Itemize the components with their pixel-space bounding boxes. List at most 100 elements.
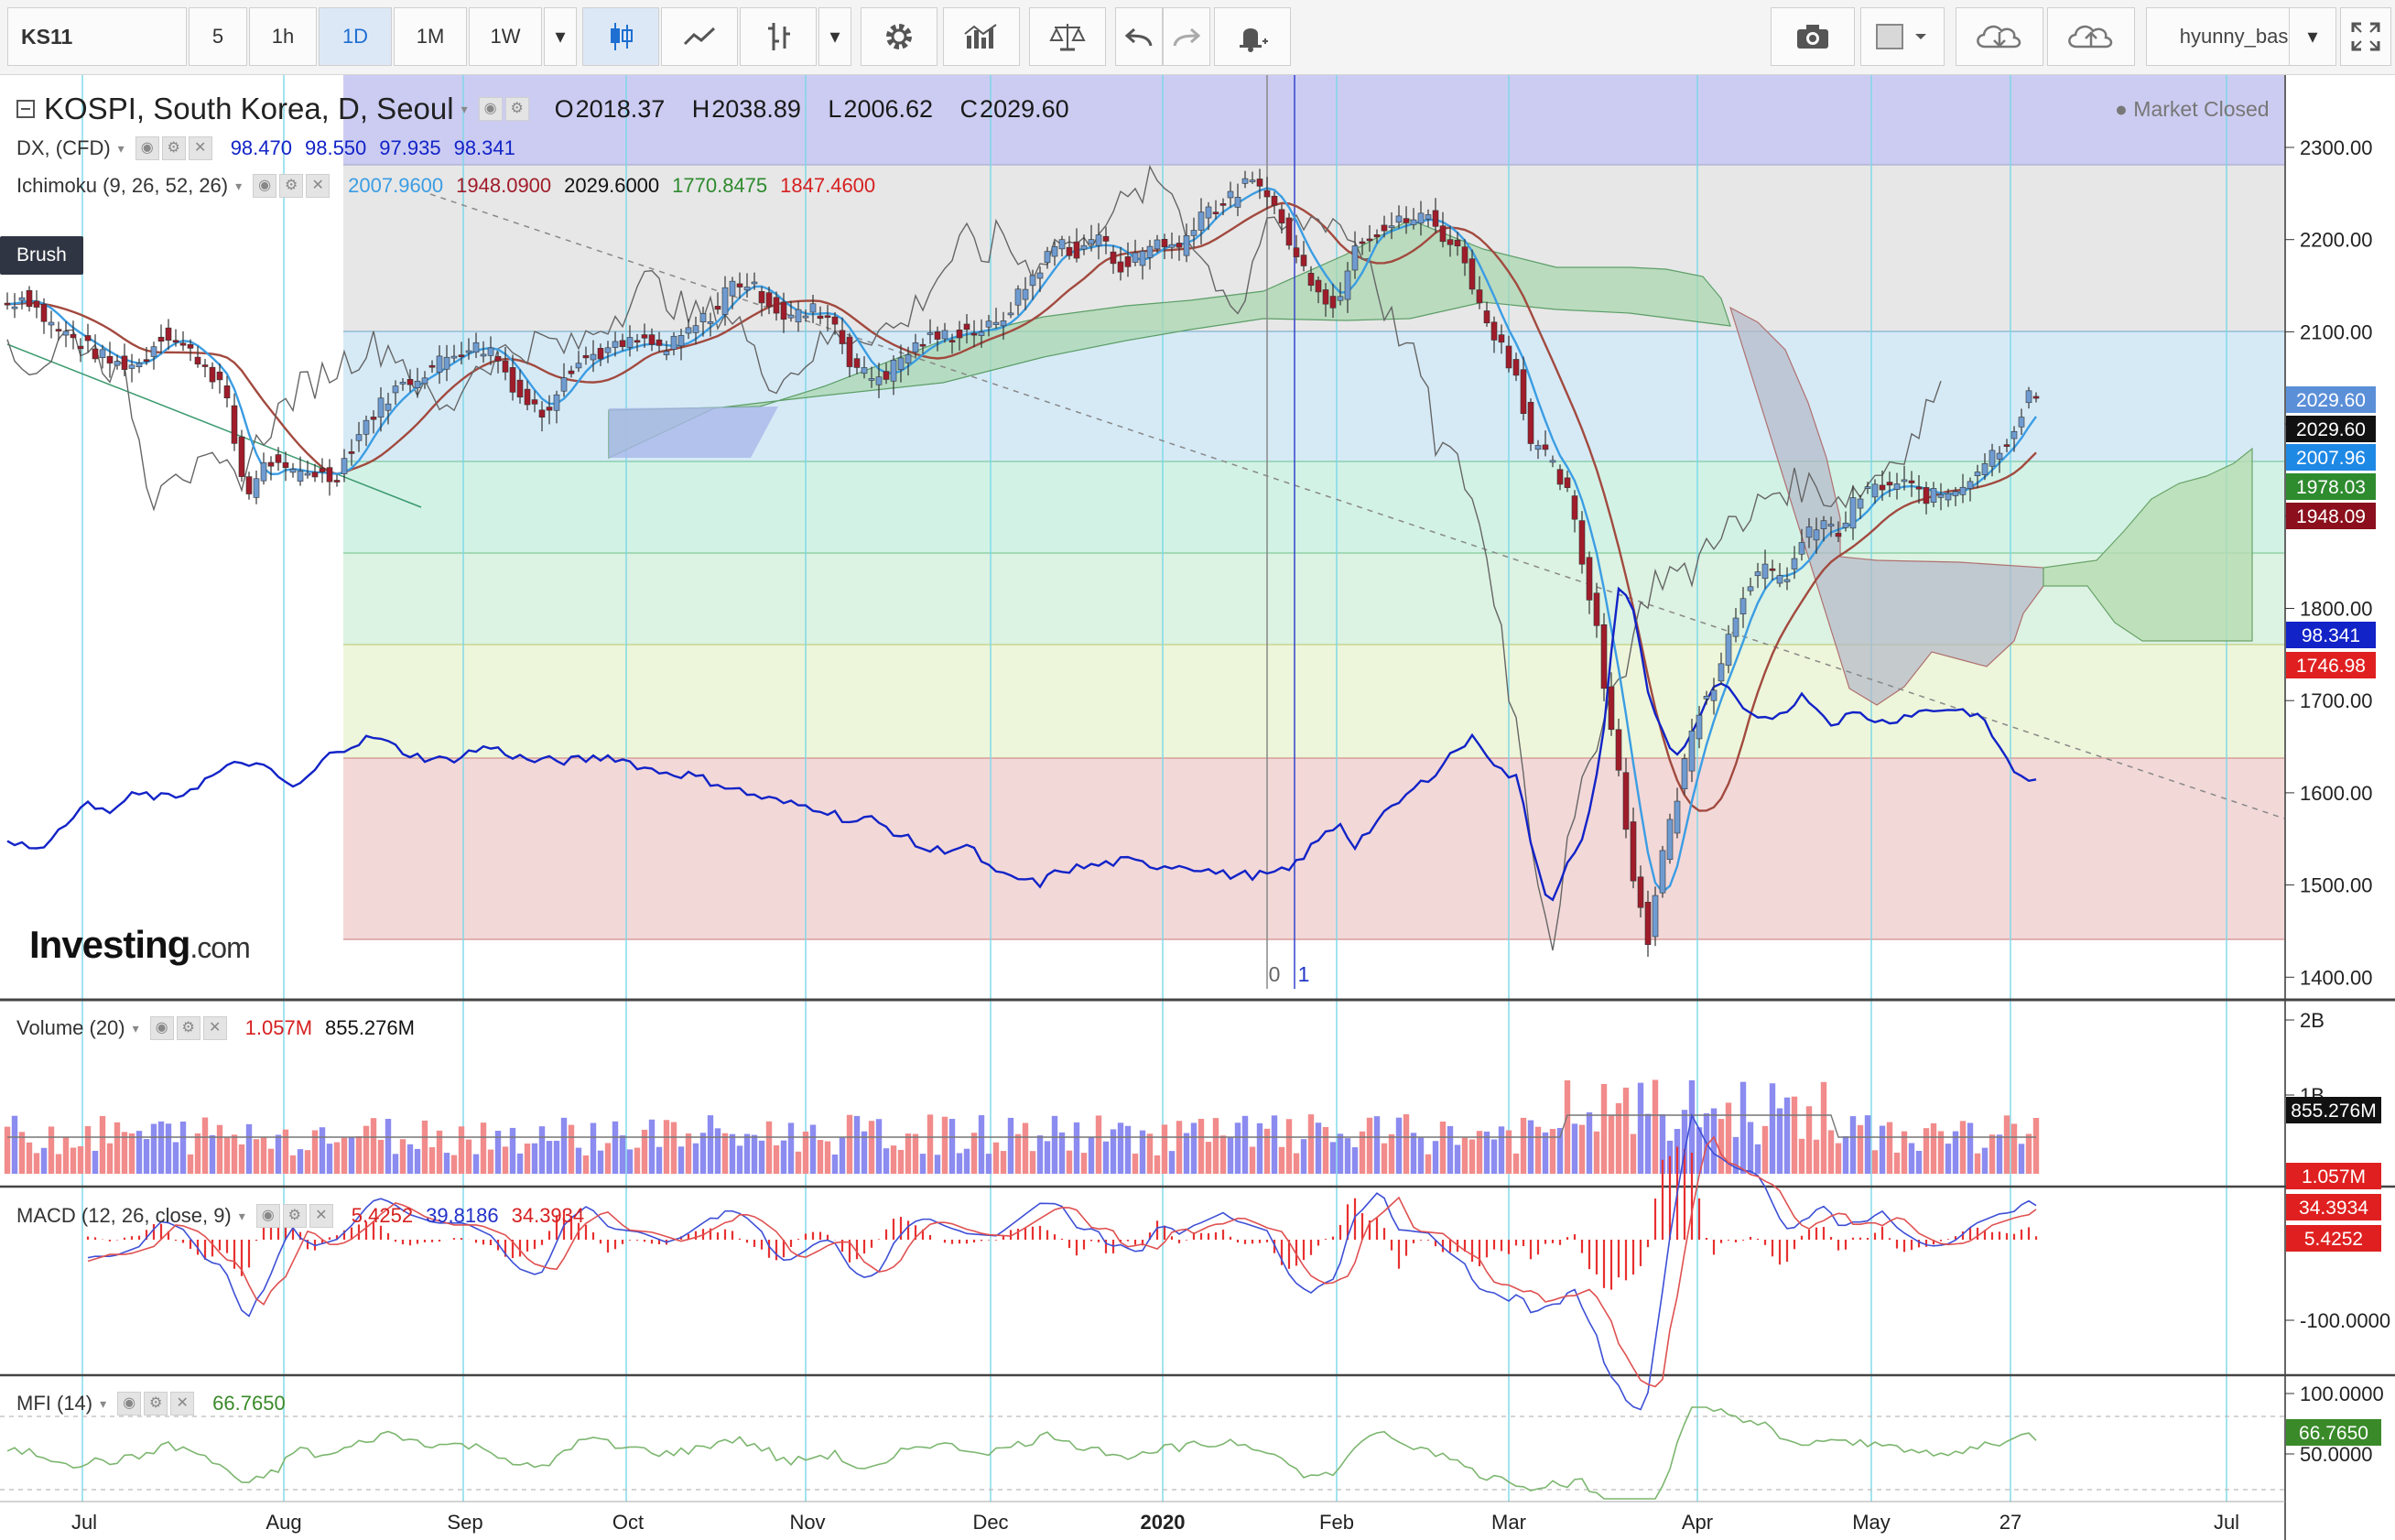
candle-body bbox=[1300, 255, 1307, 266]
chevron-down-icon[interactable]: ▾ bbox=[132, 1020, 139, 1036]
symbol-search-input[interactable]: KS11 bbox=[7, 7, 187, 66]
dx-controls[interactable]: ◉ ⚙ ✕ bbox=[135, 136, 212, 160]
close-icon[interactable]: ✕ bbox=[188, 136, 212, 160]
volume-bar bbox=[714, 1128, 721, 1174]
volume-bar bbox=[758, 1140, 765, 1174]
chevron-down-icon[interactable]: ▾ bbox=[461, 101, 468, 116]
eye-icon[interactable]: ◉ bbox=[117, 1392, 142, 1415]
load-layout-button[interactable] bbox=[1956, 7, 2043, 66]
alert-button[interactable] bbox=[1214, 7, 1291, 66]
volume-bar bbox=[304, 1150, 311, 1174]
fib-band-6 bbox=[343, 645, 2284, 758]
bars-style-button[interactable] bbox=[740, 7, 817, 66]
ichimoku-controls[interactable]: ◉ ⚙ ✕ bbox=[253, 174, 331, 198]
candle-body bbox=[1366, 238, 1373, 242]
volume-bar bbox=[1813, 1139, 1820, 1174]
legend-controls[interactable]: ◉ ⚙ bbox=[478, 97, 529, 121]
settings-button[interactable] bbox=[861, 7, 937, 66]
screenshot-button[interactable] bbox=[1771, 7, 1855, 66]
top-toolbar: KS11 5 1h 1D 1M 1W ▾ ▾ hyunny_ bbox=[0, 0, 2395, 75]
time-tick-label: Apr bbox=[1682, 1511, 1713, 1534]
volume-bar bbox=[1146, 1133, 1154, 1174]
undo-button[interactable] bbox=[1115, 7, 1163, 66]
color-theme-button[interactable] bbox=[1860, 7, 1945, 66]
candle-body bbox=[883, 371, 890, 380]
chevron-down-icon[interactable]: ▾ bbox=[238, 1208, 245, 1223]
chevron-down-icon[interactable]: ▾ bbox=[100, 1395, 107, 1411]
gear-icon[interactable]: ⚙ bbox=[144, 1392, 168, 1415]
volume-bar bbox=[421, 1120, 428, 1174]
eye-icon[interactable]: ◉ bbox=[478, 97, 503, 121]
volume-bar bbox=[1234, 1122, 1241, 1174]
time-axis[interactable]: Jul Aug Sep Oct Nov Dec 2020 Feb Mar Apr May 27 Jul bbox=[71, 1511, 2239, 1534]
candles-style-button[interactable] bbox=[582, 7, 659, 66]
indicators-button[interactable] bbox=[943, 7, 1020, 66]
chevron-down-icon[interactable]: ▾ bbox=[117, 140, 125, 156]
fibonacci-retracement[interactable] bbox=[343, 75, 2284, 940]
eye-icon[interactable]: ◉ bbox=[149, 1016, 174, 1040]
indicators-icon bbox=[964, 24, 997, 49]
compare-button[interactable] bbox=[1029, 7, 1106, 66]
candle-body bbox=[1117, 261, 1124, 273]
interval-1m-button[interactable]: 1M bbox=[394, 7, 467, 66]
volume-bar bbox=[1600, 1083, 1608, 1174]
line-style-button[interactable] bbox=[661, 7, 738, 66]
eye-icon[interactable]: ◉ bbox=[135, 136, 159, 160]
gear-icon[interactable]: ⚙ bbox=[282, 1204, 307, 1228]
save-layout-button[interactable] bbox=[2047, 7, 2135, 66]
gear-icon[interactable]: ⚙ bbox=[279, 174, 304, 198]
candle-body bbox=[1051, 245, 1058, 257]
candle-body bbox=[1783, 579, 1791, 582]
brush-tooltip: Brush bbox=[0, 236, 83, 275]
gear-icon[interactable]: ⚙ bbox=[161, 136, 186, 160]
volume-bar bbox=[172, 1142, 179, 1174]
candle-body bbox=[1542, 444, 1549, 450]
candle-body bbox=[55, 329, 62, 331]
trend-line-green[interactable] bbox=[6, 343, 422, 508]
mfi-value: 66.7650 bbox=[212, 1392, 286, 1415]
interval-1h-button[interactable]: 1h bbox=[249, 7, 317, 66]
candle-body bbox=[1256, 179, 1263, 187]
redo-button[interactable] bbox=[1163, 7, 1210, 66]
volume-ma-line bbox=[7, 1114, 2036, 1138]
volume-legend: Volume (20) ▾ ◉ ⚙ ✕ 1.057M 855.276M bbox=[16, 1016, 415, 1040]
interval-1w-button[interactable]: 1W bbox=[469, 7, 542, 66]
candle-body bbox=[385, 403, 392, 411]
chart-canvas[interactable]: 0 1 2300.002200.002100.002000.001900.001… bbox=[0, 75, 2395, 1540]
volume-price-label-box bbox=[2286, 1163, 2381, 1189]
close-icon[interactable]: ✕ bbox=[170, 1392, 195, 1415]
candle-body bbox=[201, 364, 209, 367]
interval-5-button[interactable]: 5 bbox=[189, 7, 247, 66]
volume-bar bbox=[1285, 1119, 1293, 1174]
interval-1d-button[interactable]: 1D bbox=[319, 7, 392, 66]
close-value: 2029.60 bbox=[980, 94, 1069, 123]
volume-bar bbox=[143, 1139, 150, 1174]
volume-bar bbox=[1439, 1121, 1447, 1174]
volume-bar bbox=[524, 1144, 531, 1174]
macd-controls[interactable]: ◉ ⚙ ✕ bbox=[255, 1204, 333, 1228]
volume-bar bbox=[568, 1124, 575, 1174]
candle-body bbox=[1395, 215, 1403, 223]
volume-bar bbox=[40, 1147, 48, 1174]
gear-icon[interactable]: ⚙ bbox=[504, 97, 529, 121]
mfi-price-label-box bbox=[2286, 1419, 2381, 1446]
gear-icon[interactable]: ⚙ bbox=[176, 1016, 200, 1040]
close-icon[interactable]: ✕ bbox=[306, 174, 331, 198]
chart-style-dropdown[interactable]: ▾ bbox=[818, 7, 851, 66]
fullscreen-button[interactable] bbox=[2340, 7, 2391, 66]
candle-body bbox=[1014, 288, 1022, 306]
eye-icon[interactable]: ◉ bbox=[255, 1204, 280, 1228]
volume-controls[interactable]: ◉ ⚙ ✕ bbox=[149, 1016, 227, 1040]
interval-dropdown-button[interactable]: ▾ bbox=[544, 7, 577, 66]
close-icon[interactable]: ✕ bbox=[309, 1204, 333, 1228]
volume-bar bbox=[765, 1121, 773, 1174]
close-icon[interactable]: ✕ bbox=[202, 1016, 227, 1040]
volume-bar bbox=[465, 1139, 472, 1174]
user-dropdown-button[interactable]: ▾ bbox=[2289, 7, 2336, 66]
eye-icon[interactable]: ◉ bbox=[253, 174, 277, 198]
collapse-legend-icon[interactable] bbox=[16, 100, 35, 118]
candle-body bbox=[1893, 483, 1901, 490]
chevron-down-icon[interactable]: ▾ bbox=[235, 178, 243, 193]
mfi-controls[interactable]: ◉ ⚙ ✕ bbox=[117, 1392, 195, 1415]
macd-legend: MACD (12, 26, close, 9) ▾ ◉ ⚙ ✕ 5.4252 39.… bbox=[16, 1204, 584, 1228]
